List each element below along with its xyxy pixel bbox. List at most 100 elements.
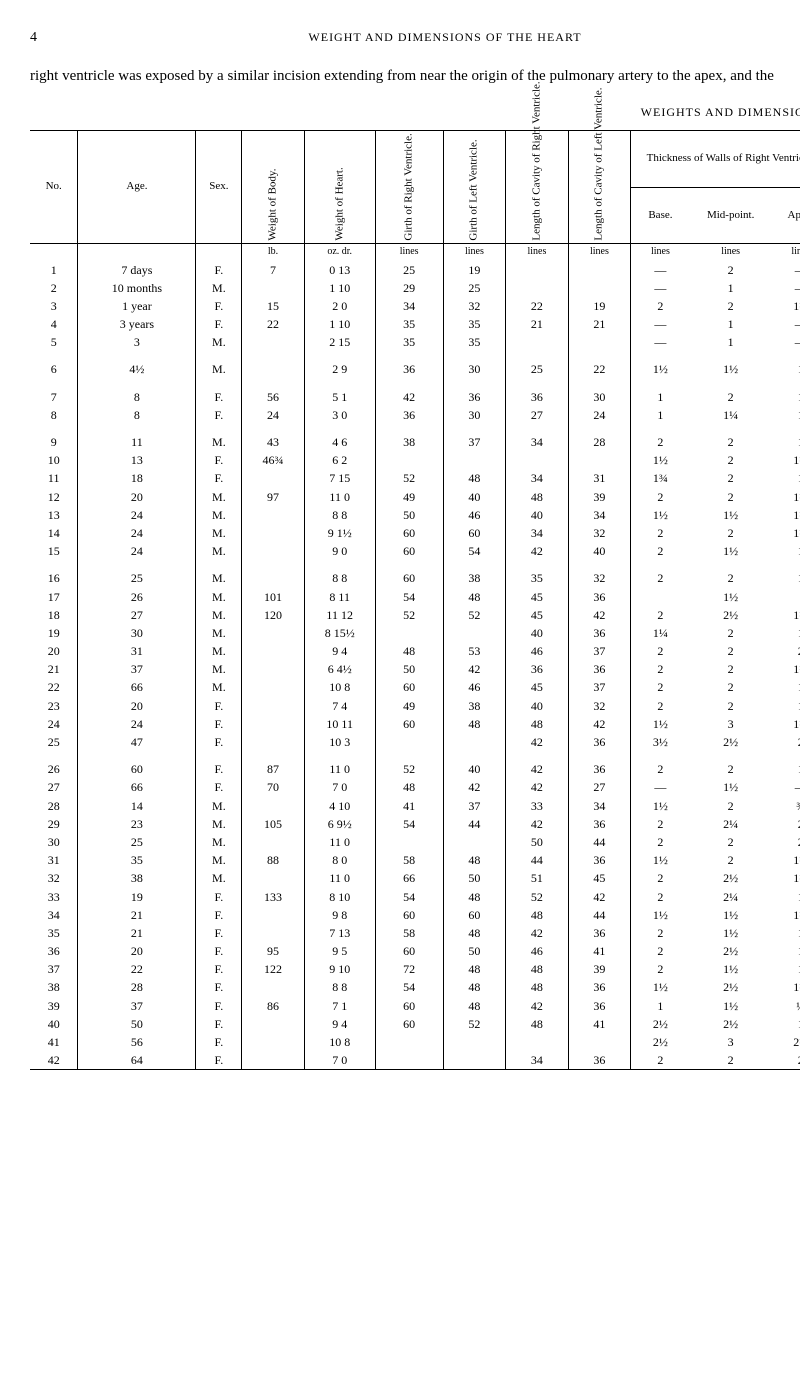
table-cell: — <box>631 279 690 297</box>
unit-cell: lb. <box>242 244 305 261</box>
table-cell: 43 <box>242 424 305 451</box>
table-cell: 7 0 <box>304 1051 375 1070</box>
table-cell: 60 <box>375 1015 443 1033</box>
table-cell: 36 <box>568 624 631 642</box>
col-apex: Apex. <box>772 187 800 244</box>
table-cell: 2 <box>631 924 690 942</box>
table-cell: 2 <box>772 833 800 851</box>
table-cell: 34 <box>375 297 443 315</box>
table-cell: 2 <box>690 261 772 279</box>
table-cell: F. <box>196 261 242 279</box>
table-cell: 60 <box>375 524 443 542</box>
table-cell: 1½ <box>772 606 800 624</box>
table-cell: 36 <box>568 1051 631 1070</box>
table-cell: M. <box>196 815 242 833</box>
table-cell: 105 <box>242 815 305 833</box>
table-cell: 9 1½ <box>304 524 375 542</box>
table-cell <box>242 869 305 887</box>
table-cell: 16 <box>30 560 78 587</box>
unit-cell: lines <box>443 244 506 261</box>
table-cell: 1 year <box>78 297 196 315</box>
table-cell: 50 <box>375 506 443 524</box>
table-cell: 97 <box>242 488 305 506</box>
table-cell: 10 <box>30 451 78 469</box>
table-cell: 2¼ <box>690 815 772 833</box>
table-cell: 42 <box>375 379 443 406</box>
table-cell: 2 <box>690 660 772 678</box>
running-head: WEIGHT AND DIMENSIONS OF THE HEART <box>60 30 800 45</box>
unit-cell <box>196 244 242 261</box>
table-cell: 14 <box>30 524 78 542</box>
table-cell: — <box>631 315 690 333</box>
table-cell: 19 <box>78 888 196 906</box>
table-row: 1324M.8 8504640341½1½1½ <box>30 506 800 524</box>
table-cell: 17 <box>30 588 78 606</box>
table-cell: 30 <box>443 406 506 424</box>
table-cell: 34 <box>506 469 569 487</box>
table-row: 43 yearsF.221 1035352121—1— <box>30 315 800 333</box>
table-cell: 44 <box>443 815 506 833</box>
table-cell: 1½ <box>772 869 800 887</box>
table-row: 1930M.8 15½40361¼21 <box>30 624 800 642</box>
table-cell: 22 <box>78 960 196 978</box>
table-row: 2137M.6 4½50423636221¼ <box>30 660 800 678</box>
table-cell: 2 <box>631 524 690 542</box>
table-cell: 24 <box>78 542 196 560</box>
table-cell: 1½ <box>772 851 800 869</box>
table-cell: 9 4 <box>304 642 375 660</box>
table-cell <box>506 451 569 469</box>
table-cell: M. <box>196 542 242 560</box>
table-cell <box>242 733 305 751</box>
table-row: 53M.2 153535—1— <box>30 333 800 351</box>
table-cell <box>242 1015 305 1033</box>
table-cell: 38 <box>78 869 196 887</box>
table-cell: 2¼ <box>690 888 772 906</box>
table-row: 1827M.12011 125252454222½1½ <box>30 606 800 624</box>
table-cell: 36 <box>375 351 443 378</box>
table-row: 3319F.1338 105448524222¼1 <box>30 888 800 906</box>
table-cell: 48 <box>443 469 506 487</box>
table-cell: 1½ <box>631 978 690 996</box>
table-cell: 36 <box>506 379 569 406</box>
table-cell: 66 <box>78 778 196 796</box>
table-cell: 34 <box>506 424 569 451</box>
table-row: 1726M.1018 11544845361½ <box>30 588 800 606</box>
table-cell: 54 <box>375 588 443 606</box>
table-cell: 1½ <box>631 506 690 524</box>
table-cell: 13 <box>30 506 78 524</box>
table-cell: 28 <box>78 978 196 996</box>
table-cell: 11 0 <box>304 488 375 506</box>
table-cell: 53 <box>443 642 506 660</box>
table-cell: 101 <box>242 588 305 606</box>
table-cell: F. <box>196 778 242 796</box>
table-cell: 8 <box>30 406 78 424</box>
table-cell <box>242 1033 305 1051</box>
col-age: Age. <box>78 131 196 244</box>
table-cell: 1 <box>631 406 690 424</box>
table-cell: 1 <box>772 560 800 587</box>
table-cell: 24 <box>242 406 305 424</box>
table-cell: 60 <box>375 942 443 960</box>
table-cell: F. <box>196 1033 242 1051</box>
table-cell <box>242 833 305 851</box>
table-cell: 11 <box>30 469 78 487</box>
table-cell: — <box>631 333 690 351</box>
table-row: 3135M.888 0584844361½21½ <box>30 851 800 869</box>
table-cell: 52 <box>375 606 443 624</box>
table-cell: F. <box>196 942 242 960</box>
unit-cell: lines <box>631 244 690 261</box>
table-cell: 36 <box>568 851 631 869</box>
table-cell: 44 <box>568 833 631 851</box>
table-cell: 27 <box>506 406 569 424</box>
table-cell: 37 <box>568 642 631 660</box>
table-row: 17 daysF.70 132519—2— <box>30 261 800 279</box>
table-cell: 1½ <box>690 924 772 942</box>
table-cell: 9 5 <box>304 942 375 960</box>
table-row: 2814M.4 10413733341½2¾ <box>30 797 800 815</box>
table-cell <box>242 524 305 542</box>
table-cell <box>506 261 569 279</box>
table-cell <box>443 624 506 642</box>
table-cell: M. <box>196 624 242 642</box>
table-cell: 42 <box>443 660 506 678</box>
table-cell: 70 <box>242 778 305 796</box>
